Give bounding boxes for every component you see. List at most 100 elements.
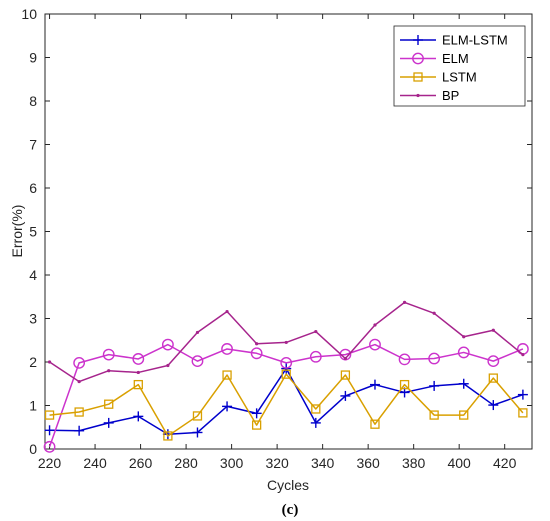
data-point: [459, 410, 469, 420]
data-point: [222, 370, 232, 380]
y-tick-label: 3: [29, 311, 37, 327]
data-point: [166, 363, 170, 368]
series-lstm: [44, 369, 528, 441]
data-point: [402, 300, 407, 305]
data-point: [340, 390, 351, 401]
data-point: [284, 340, 288, 345]
y-tick-label: 1: [29, 398, 37, 414]
x-tick-label: 340: [311, 455, 335, 471]
data-point: [221, 343, 233, 355]
x-tick-label: 320: [265, 455, 289, 471]
legend-label: ELM: [442, 51, 469, 66]
data-point: [161, 338, 174, 351]
data-point: [429, 410, 439, 420]
data-point: [488, 373, 498, 383]
x-tick-label: 300: [220, 455, 244, 471]
data-point: [195, 330, 200, 335]
data-point: [74, 425, 85, 436]
legend-item: ELM-LSTM: [400, 33, 508, 48]
data-point: [311, 404, 321, 414]
data-point: [255, 342, 259, 346]
legend-item: LSTM: [400, 70, 477, 85]
x-tick-label: 240: [83, 455, 107, 471]
data-point: [458, 378, 469, 389]
y-tick-label: 0: [29, 441, 37, 457]
data-point: [369, 379, 380, 390]
x-tick-label: 400: [447, 455, 471, 471]
data-point: [343, 356, 347, 361]
data-point: [102, 348, 115, 361]
data-point: [370, 419, 380, 429]
data-point: [340, 370, 351, 380]
legend-marker: [413, 72, 423, 82]
legend-marker: [413, 35, 423, 45]
y-tick-label: 6: [29, 180, 37, 196]
data-point: [43, 440, 56, 453]
legend-label: BP: [442, 88, 459, 103]
data-point: [133, 411, 144, 422]
data-point: [250, 347, 263, 360]
data-point: [192, 427, 203, 438]
y-tick-label: 7: [29, 137, 37, 153]
data-point: [518, 408, 528, 418]
data-point: [47, 360, 52, 364]
data-point: [310, 417, 321, 428]
data-point: [73, 356, 86, 369]
legend-item: BP: [400, 88, 459, 103]
data-point: [44, 410, 55, 420]
legend-marker: [412, 52, 424, 65]
data-point: [281, 369, 291, 379]
data-point: [521, 353, 525, 357]
data-point: [491, 328, 495, 332]
data-point: [429, 380, 440, 391]
data-point: [107, 369, 111, 373]
data-point: [432, 311, 436, 315]
y-tick-label: 4: [29, 267, 37, 283]
series-line: [48, 343, 524, 448]
data-point: [103, 417, 114, 428]
data-point: [104, 399, 114, 409]
data-point: [428, 352, 441, 365]
x-axis-label: Cycles: [267, 477, 309, 493]
data-point: [222, 401, 233, 412]
data-point: [488, 400, 499, 411]
data-point: [163, 431, 173, 441]
x-tick-label: 220: [38, 455, 62, 471]
data-point: [251, 408, 262, 419]
data-point: [77, 379, 81, 384]
x-tick-label: 380: [402, 455, 426, 471]
data-point: [133, 379, 143, 390]
data-point: [373, 323, 377, 327]
data-point: [487, 355, 500, 368]
data-point: [398, 353, 411, 366]
data-point: [192, 411, 203, 421]
data-point: [369, 338, 381, 351]
legend: ELM-LSTM ELM LSTM BP: [393, 25, 526, 107]
y-tick-label: 5: [29, 224, 37, 240]
series-line: [49, 373, 524, 437]
data-point: [517, 389, 528, 400]
legend-label: LSTM: [442, 70, 477, 85]
x-tick-label: 280: [174, 455, 198, 471]
series-bp: [47, 300, 525, 384]
data-point: [74, 407, 84, 417]
x-tick-labels: 220 240 260 280 300 320 340 360 380 400 420: [38, 455, 517, 471]
data-point: [462, 335, 466, 339]
legend-label: ELM-LSTM: [442, 33, 508, 48]
data-point: [136, 370, 140, 375]
series-layer: [43, 300, 529, 453]
data-point: [251, 420, 262, 430]
y-axis-label: Error(%): [9, 205, 25, 258]
y-tick-label: 2: [29, 354, 37, 370]
x-tick-label: 420: [493, 455, 517, 471]
x-tick-label: 360: [356, 455, 380, 471]
data-point: [132, 353, 145, 365]
x-tick-label: 260: [129, 455, 153, 471]
panel-label: (c): [282, 502, 299, 518]
data-point: [44, 425, 55, 436]
y-tick-label: 10: [21, 6, 37, 22]
legend-marker: [416, 93, 420, 98]
data-point: [457, 346, 470, 359]
data-point: [309, 350, 322, 363]
